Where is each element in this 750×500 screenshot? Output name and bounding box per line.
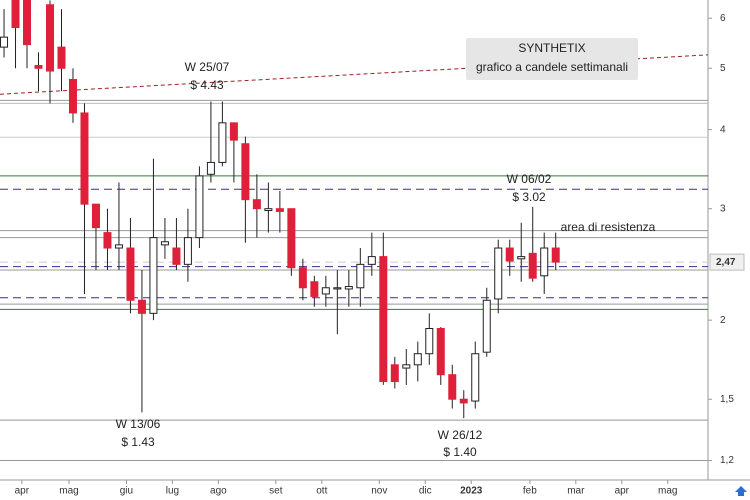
candle-body	[183, 237, 192, 265]
x-tick-label: lug	[166, 486, 179, 497]
candle-body	[471, 353, 480, 402]
x-tick-label: nov	[371, 486, 387, 497]
candle-body	[356, 263, 365, 289]
annotation: W 06/02	[507, 172, 552, 186]
candle-body	[264, 208, 273, 212]
annotation: W 26/12	[438, 428, 483, 442]
candle-body	[45, 4, 54, 72]
candle-body	[379, 256, 388, 382]
annotation: W 13/06	[116, 417, 161, 431]
candle-body	[91, 203, 100, 229]
candle-body	[367, 256, 376, 265]
y-tick-label: 1,5	[720, 394, 734, 405]
y-tick-label: 6	[720, 13, 726, 24]
candle-body	[298, 267, 307, 289]
candle-body	[229, 122, 238, 141]
candle-body	[413, 353, 422, 366]
annotation: $ 4.43	[190, 78, 224, 92]
candle-body	[448, 374, 457, 400]
candle-body	[195, 175, 204, 239]
x-tick-label: giu	[120, 486, 133, 497]
corner-icon[interactable]	[735, 486, 747, 496]
x-tick-label: 2023	[460, 486, 483, 497]
candle-body	[275, 208, 284, 212]
annotation: $ 1.40	[443, 445, 477, 459]
plot-area	[0, 0, 709, 462]
candle-body	[80, 112, 89, 205]
candle-body	[103, 232, 112, 249]
candle-body	[310, 281, 319, 297]
chart-subtitle: grafico a candele settimanali	[476, 60, 628, 74]
candle-body	[321, 287, 330, 295]
y-tick-label: 3	[720, 203, 726, 214]
x-tick-label: apr	[15, 486, 30, 497]
candle-body	[528, 252, 537, 279]
candle-body	[149, 237, 158, 314]
candle-body	[494, 247, 503, 300]
y-tick-label: 5	[720, 63, 726, 74]
title-box	[466, 38, 638, 80]
last-price-label: 2,47	[716, 257, 736, 268]
y-tick-label: 4	[720, 124, 726, 135]
candle-body	[551, 247, 560, 263]
last-price-box	[709, 253, 745, 271]
candle-body	[126, 247, 135, 301]
candle-body	[482, 299, 491, 353]
x-tick-label: mag	[59, 486, 78, 497]
candle-body	[218, 122, 227, 163]
x-tick-label: mar	[567, 486, 585, 497]
candle-body	[459, 398, 468, 404]
x-tick-label: apr	[615, 486, 630, 497]
candle-body	[402, 364, 411, 369]
y-tick-label: 2	[720, 315, 726, 326]
candle-body	[436, 328, 445, 376]
annotation: W 25/07	[185, 60, 230, 74]
candle-body	[34, 65, 43, 69]
candle-body	[425, 328, 434, 355]
x-tick-label: set	[269, 486, 283, 497]
candle-body	[333, 287, 342, 290]
candle-body	[287, 208, 296, 269]
candle-body	[344, 286, 353, 290]
candle-body	[540, 247, 549, 277]
candle-body	[137, 299, 146, 314]
annotation: $ 1.43	[121, 435, 155, 449]
candle-body	[160, 241, 169, 246]
candle-body	[68, 79, 77, 114]
candle-body	[114, 244, 123, 249]
x-tick-label: ott	[316, 486, 327, 497]
candle-body	[0, 36, 9, 48]
x-tick-label: ago	[210, 486, 227, 497]
candle-body	[172, 247, 181, 265]
x-tick-label: mag	[658, 486, 677, 497]
candle-body	[517, 256, 526, 260]
candle-body	[23, 0, 32, 46]
candle-body	[390, 364, 399, 382]
candle-body	[11, 0, 20, 28]
x-tick-label: dic	[419, 486, 432, 497]
x-tick-label: feb	[523, 486, 537, 497]
candle-body	[57, 46, 66, 69]
y-tick-label: 1,2	[720, 455, 734, 466]
chart-title: SYNTHETIX	[518, 41, 585, 55]
candle-body	[252, 199, 261, 210]
annotation: $ 3.02	[512, 190, 546, 204]
candle-body	[206, 161, 215, 175]
candle-body	[505, 247, 514, 262]
candle-body	[241, 143, 250, 201]
annotation: area di resistenza	[561, 220, 656, 234]
